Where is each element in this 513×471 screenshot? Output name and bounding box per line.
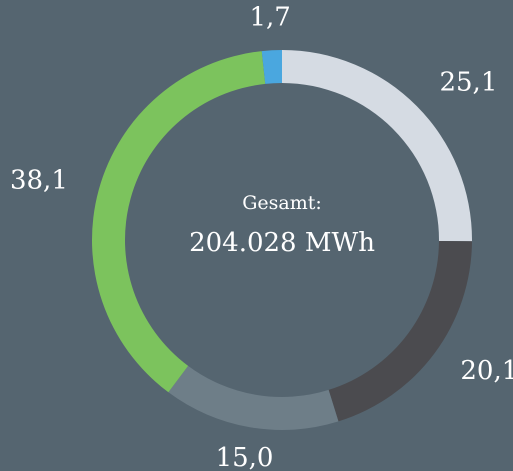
center-value: 204.028 MWh — [189, 228, 375, 258]
donut-segment — [261, 50, 282, 84]
value-label: 25,1 — [439, 68, 497, 98]
donut-segment — [168, 365, 339, 430]
value-label: 15,0 — [216, 443, 274, 471]
value-label: 1,7 — [249, 2, 290, 32]
value-label: 38,1 — [10, 165, 68, 195]
donut-segment — [92, 51, 266, 393]
value-label: 20,1 — [460, 356, 513, 386]
center-label: Gesamt: — [242, 192, 322, 214]
donut-segment — [328, 240, 472, 422]
donut-segment — [282, 50, 472, 242]
